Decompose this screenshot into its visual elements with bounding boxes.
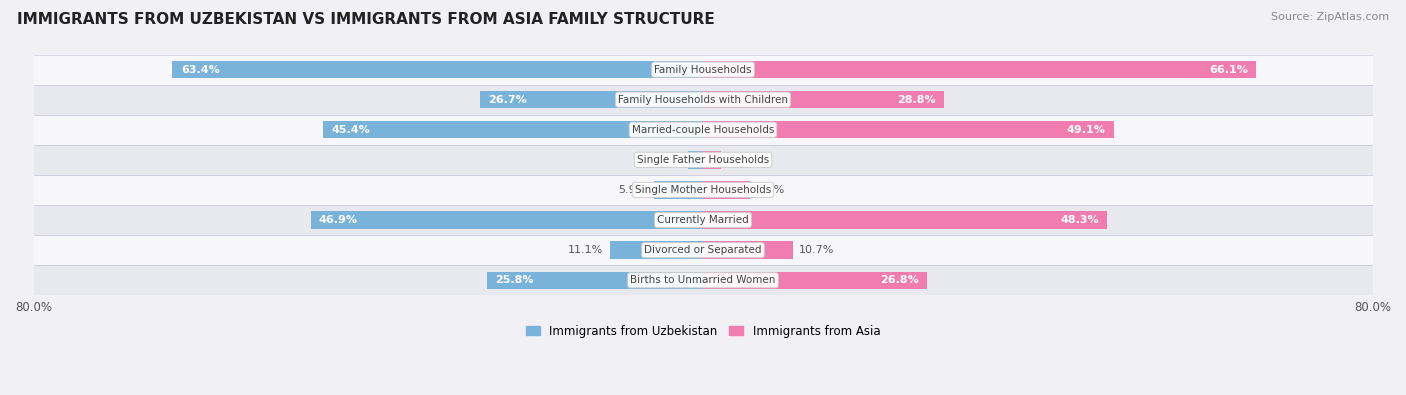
Bar bbox=[654, 181, 703, 199]
Text: 26.7%: 26.7% bbox=[488, 95, 527, 105]
Text: Family Households with Children: Family Households with Children bbox=[619, 95, 787, 105]
Text: 5.6%: 5.6% bbox=[756, 185, 785, 195]
Text: 49.1%: 49.1% bbox=[1067, 125, 1105, 135]
Bar bbox=[486, 271, 703, 289]
Text: 48.3%: 48.3% bbox=[1060, 215, 1099, 225]
Bar bbox=[34, 85, 1372, 115]
Text: 25.8%: 25.8% bbox=[495, 275, 534, 285]
Text: Births to Unmarried Women: Births to Unmarried Women bbox=[630, 275, 776, 285]
Text: 10.7%: 10.7% bbox=[799, 245, 835, 255]
Text: 28.8%: 28.8% bbox=[897, 95, 935, 105]
Text: Single Father Households: Single Father Households bbox=[637, 155, 769, 165]
Text: Single Mother Households: Single Mother Households bbox=[636, 185, 770, 195]
Bar bbox=[173, 61, 703, 78]
Text: Currently Married: Currently Married bbox=[657, 215, 749, 225]
Text: 66.1%: 66.1% bbox=[1209, 64, 1247, 75]
Text: 1.8%: 1.8% bbox=[652, 155, 682, 165]
Text: Married-couple Households: Married-couple Households bbox=[631, 125, 775, 135]
Text: 11.1%: 11.1% bbox=[568, 245, 603, 255]
Bar bbox=[703, 271, 928, 289]
Text: Family Households: Family Households bbox=[654, 64, 752, 75]
Bar bbox=[34, 55, 1372, 85]
Bar bbox=[703, 121, 1114, 139]
Bar bbox=[703, 151, 720, 169]
Text: 63.4%: 63.4% bbox=[181, 64, 219, 75]
Text: 2.1%: 2.1% bbox=[727, 155, 755, 165]
Bar bbox=[34, 205, 1372, 235]
Text: 45.4%: 45.4% bbox=[332, 125, 370, 135]
Bar bbox=[311, 211, 703, 229]
Text: 5.9%: 5.9% bbox=[619, 185, 647, 195]
Bar bbox=[703, 91, 943, 108]
Bar bbox=[703, 61, 1256, 78]
Bar bbox=[34, 145, 1372, 175]
Bar bbox=[703, 181, 749, 199]
Bar bbox=[34, 265, 1372, 295]
Text: Divorced or Separated: Divorced or Separated bbox=[644, 245, 762, 255]
Bar bbox=[34, 175, 1372, 205]
Bar bbox=[34, 115, 1372, 145]
Bar bbox=[479, 91, 703, 108]
Text: 26.8%: 26.8% bbox=[880, 275, 920, 285]
Bar bbox=[34, 235, 1372, 265]
Bar bbox=[323, 121, 703, 139]
Bar bbox=[688, 151, 703, 169]
Legend: Immigrants from Uzbekistan, Immigrants from Asia: Immigrants from Uzbekistan, Immigrants f… bbox=[520, 320, 886, 342]
Text: 46.9%: 46.9% bbox=[319, 215, 359, 225]
Text: Source: ZipAtlas.com: Source: ZipAtlas.com bbox=[1271, 12, 1389, 22]
Bar bbox=[703, 241, 793, 259]
Bar bbox=[703, 211, 1107, 229]
Text: IMMIGRANTS FROM UZBEKISTAN VS IMMIGRANTS FROM ASIA FAMILY STRUCTURE: IMMIGRANTS FROM UZBEKISTAN VS IMMIGRANTS… bbox=[17, 12, 714, 27]
Bar bbox=[610, 241, 703, 259]
